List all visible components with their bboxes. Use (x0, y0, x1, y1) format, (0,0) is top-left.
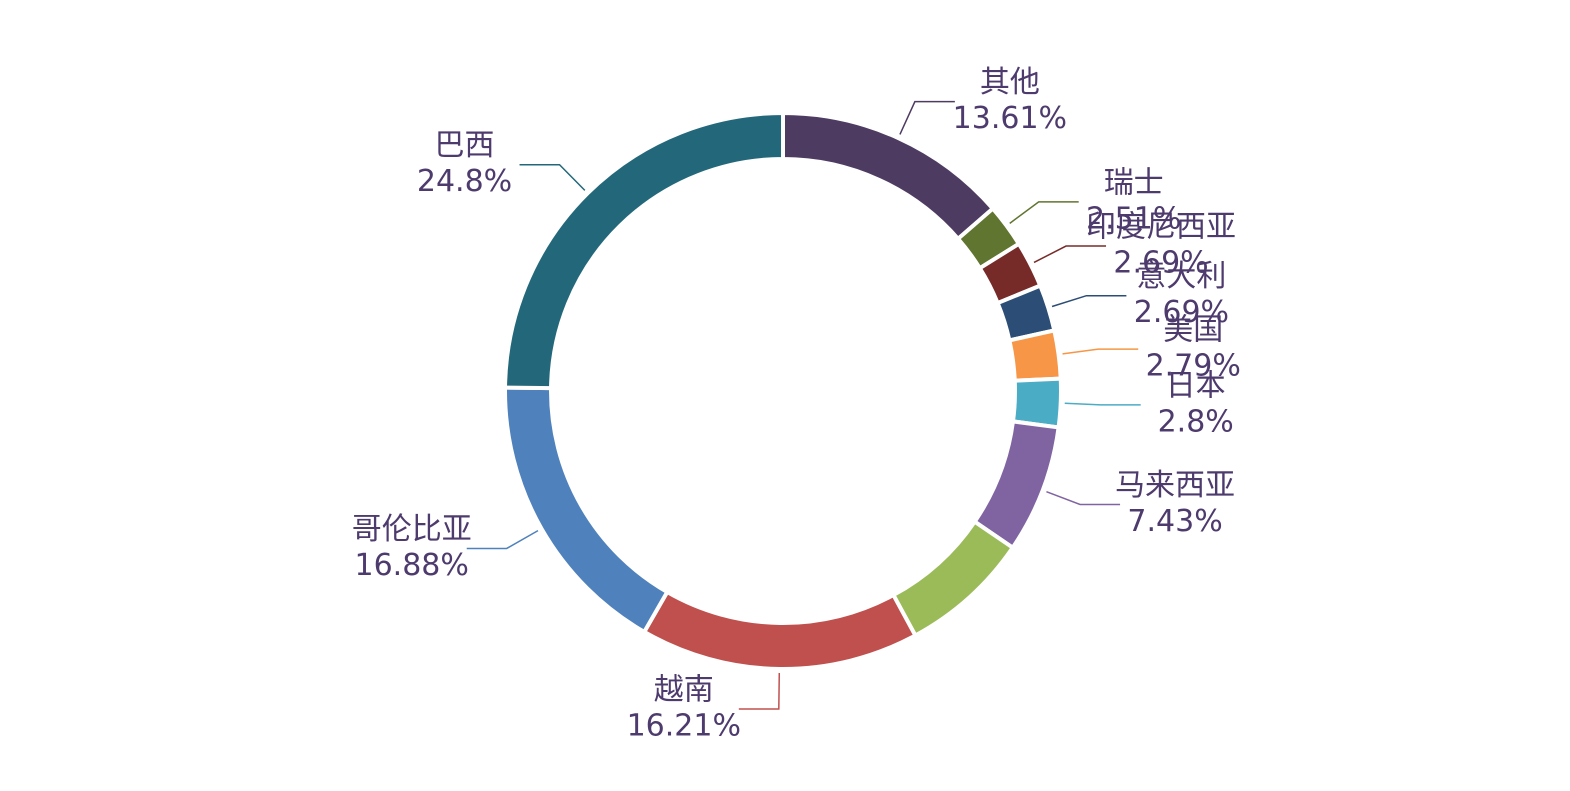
value-label: 24.8% (417, 164, 512, 199)
value-label: 16.88% (355, 548, 469, 583)
category-label: 马来西亚 (1115, 468, 1235, 503)
leader-line (1051, 294, 1127, 308)
donut-segment (503, 385, 670, 635)
category-label: 日本 (1166, 368, 1226, 403)
donut-segment (890, 518, 1016, 639)
leader-line (519, 163, 586, 191)
leader-line (466, 529, 539, 550)
value-label: 2.8% (1158, 404, 1234, 439)
category-label: 美国 (1163, 313, 1223, 348)
value-label: 2.69% (1134, 295, 1229, 330)
category-label: 瑞士 (1104, 165, 1164, 200)
value-label: 2.69% (1113, 246, 1208, 281)
value-label: 13.61% (953, 101, 1067, 136)
category-label: 越南 (654, 672, 714, 707)
donut-segment (1010, 376, 1064, 430)
category-label: 哥伦比亚 (352, 512, 472, 547)
leader-line (1033, 245, 1107, 264)
leader-line (1009, 201, 1079, 224)
category-label: 巴西 (435, 128, 495, 163)
value-label: 2.79% (1146, 349, 1241, 384)
value-label: 16.21% (627, 708, 741, 743)
leader-line (1062, 348, 1139, 355)
value-label: 7.43% (1127, 504, 1222, 539)
category-label: 意大利 (1136, 259, 1226, 294)
donut-segment (502, 110, 785, 391)
category-label: 印度尼西亚 (1086, 210, 1236, 245)
leader-line (1064, 402, 1141, 406)
leader-line (899, 100, 955, 135)
value-label: 2.51% (1086, 201, 1181, 236)
leader-line (738, 672, 781, 710)
donut-segment (641, 589, 919, 671)
donut-segment (1007, 328, 1063, 383)
leader-line (1046, 490, 1121, 506)
category-label: 其他 (980, 65, 1040, 100)
